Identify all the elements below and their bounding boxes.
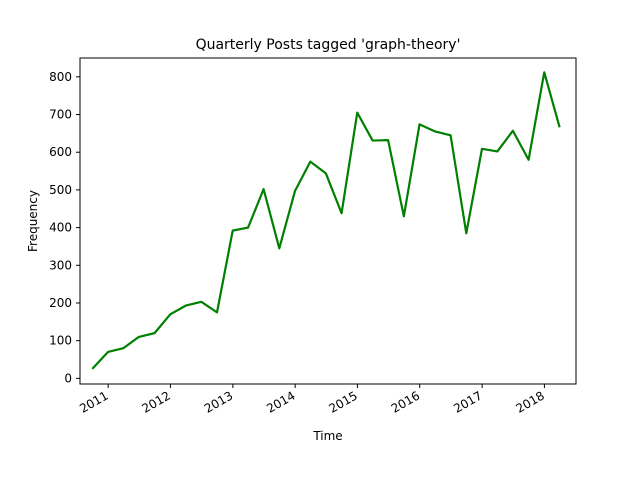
y-axis-label: Frequency bbox=[26, 190, 40, 252]
plot-frame bbox=[79, 57, 577, 385]
y-tick-label: 400 bbox=[49, 221, 72, 235]
y-tick-label: 800 bbox=[49, 70, 72, 84]
y-tick-label: 100 bbox=[49, 334, 72, 348]
y-tick-label: 600 bbox=[49, 145, 72, 159]
y-tick-label: 300 bbox=[49, 258, 72, 272]
y-tick-label: 200 bbox=[49, 296, 72, 310]
y-tick-label: 700 bbox=[49, 108, 72, 122]
x-axis-label: Time bbox=[312, 429, 342, 443]
y-tick-label: 0 bbox=[64, 371, 72, 385]
series-line bbox=[91, 71, 561, 370]
y-tick-label: 500 bbox=[49, 183, 72, 197]
chart-title: Quarterly Posts tagged 'graph-theory' bbox=[196, 37, 461, 53]
